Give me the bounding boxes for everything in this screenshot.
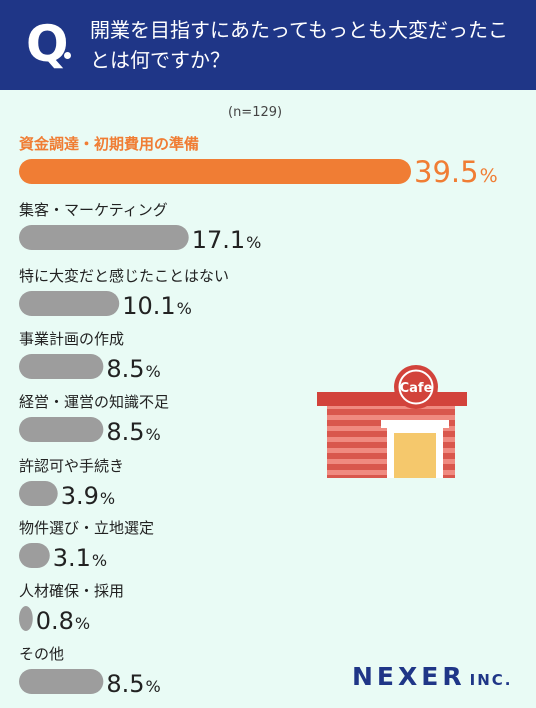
cafe-sign-text: Cafe xyxy=(400,381,433,396)
value-label: 17.1% xyxy=(192,226,262,254)
value-label: 3.1% xyxy=(53,544,107,572)
question-text: 開業を目指すにあたってもっとも大変だったことは何ですか？ xyxy=(90,18,508,72)
category-label: 人材確保・採用 xyxy=(19,582,124,600)
bar xyxy=(19,159,411,184)
category-label: その他 xyxy=(19,645,64,663)
cafe-storefront-icon: Cafe xyxy=(317,365,467,478)
category-label: 資金調達・初期費用の準備 xyxy=(19,135,199,153)
value-label: 8.5% xyxy=(106,418,160,446)
category-label: 物件選び・立地選定 xyxy=(19,519,154,537)
value-label: 39.5% xyxy=(414,155,498,189)
bar xyxy=(19,354,104,379)
value-label: 3.9% xyxy=(61,482,115,510)
sample-size-label: (n=129) xyxy=(228,105,283,120)
question-header: Q 開業を目指すにあたってもっとも大変だったことは何ですか？ xyxy=(0,0,536,90)
value-label: 0.8% xyxy=(36,607,90,635)
category-label: 集客・マーケティング xyxy=(19,201,168,219)
category-label: 特に大変だと感じたことはない xyxy=(19,267,229,285)
value-label: 10.1% xyxy=(122,292,192,320)
logo-suffix: INC. xyxy=(469,671,513,689)
bar xyxy=(19,225,189,250)
value-label: 8.5% xyxy=(106,670,160,698)
q-dot xyxy=(64,52,71,59)
bar xyxy=(19,606,33,631)
value-label: 8.5% xyxy=(106,355,160,383)
q-mark: Q xyxy=(26,15,69,73)
bar xyxy=(19,417,104,442)
category-label: 事業計画の作成 xyxy=(19,330,124,348)
logo-name: NEXER xyxy=(352,662,466,691)
bar xyxy=(19,291,120,316)
bar xyxy=(19,543,50,568)
category-label: 経営・運営の知識不足 xyxy=(19,393,169,411)
bar xyxy=(19,481,58,506)
nexer-logo: NEXER INC. xyxy=(352,662,512,691)
bar xyxy=(19,669,104,694)
category-label: 許認可や手続き xyxy=(19,457,124,475)
